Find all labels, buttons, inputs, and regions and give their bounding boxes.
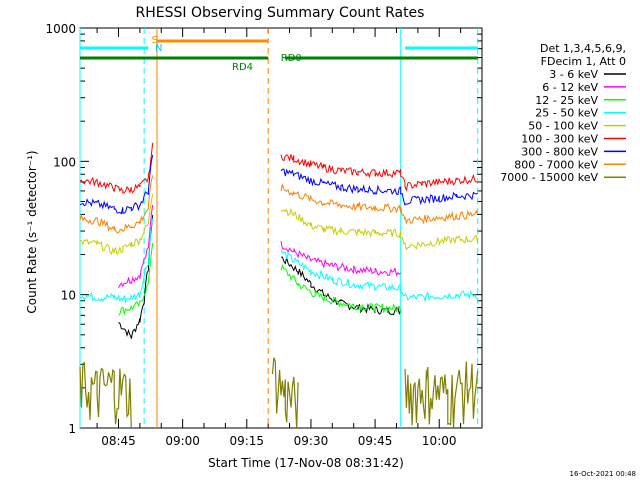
legend-label: 300 - 800 keV bbox=[521, 145, 598, 158]
x-axis-label: Start Time (17-Nov-08 08:31:42) bbox=[208, 456, 404, 470]
series-line-7 bbox=[79, 175, 479, 234]
x-tick-label: 09:45 bbox=[358, 434, 393, 448]
x-tick-label: 09:30 bbox=[294, 434, 329, 448]
x-tick-label: 10:00 bbox=[422, 434, 457, 448]
plot-frame bbox=[79, 27, 483, 429]
series-line-3 bbox=[79, 218, 478, 304]
y-tick-label: 1 bbox=[68, 422, 76, 436]
legend-label: 12 - 25 keV bbox=[535, 94, 598, 107]
series-line-8 bbox=[79, 357, 479, 429]
series-line-5 bbox=[79, 142, 478, 194]
legend-label: 3 - 6 keV bbox=[549, 68, 598, 81]
y-tick-label: 100 bbox=[53, 155, 76, 169]
legend-label: 7000 - 15000 keV bbox=[500, 171, 598, 184]
x-tick-label: 09:00 bbox=[165, 434, 200, 448]
flag-label-rd4: RD4 bbox=[232, 62, 253, 73]
x-tick-label: 08:45 bbox=[101, 434, 136, 448]
x-tick-label: 09:15 bbox=[229, 434, 264, 448]
flag-label-s: S bbox=[152, 35, 158, 46]
flag-label-rd0: RD0 bbox=[281, 53, 302, 64]
y-tick-label: 10 bbox=[61, 289, 76, 303]
legend-label: 6 - 12 keV bbox=[542, 81, 598, 94]
chart-title: RHESSI Observing Summary Count Rates bbox=[136, 5, 425, 21]
legend-header-line-1: Det 1,3,4,5,6,9, bbox=[540, 42, 626, 55]
legend-label: 50 - 100 keV bbox=[528, 120, 598, 133]
legend-header-line-2: FDecim 1, Att 0 bbox=[541, 55, 626, 68]
series-line-4 bbox=[79, 193, 479, 256]
flag-label-n: N bbox=[155, 43, 162, 54]
generation-timestamp: 16-Oct-2021 00:48 bbox=[570, 470, 636, 478]
legend-label: 25 - 50 keV bbox=[535, 107, 598, 120]
legend-label: 800 - 7000 keV bbox=[514, 158, 598, 171]
series-line-0 bbox=[118, 215, 402, 339]
y-axis-label: Count Rate (s⁻¹ detector⁻¹) bbox=[25, 150, 39, 313]
series-line-2 bbox=[118, 243, 402, 316]
legend-label: 100 - 300 keV bbox=[521, 133, 598, 146]
y-tick-label: 1000 bbox=[45, 22, 76, 36]
series-line-6 bbox=[79, 154, 478, 215]
series-line-1 bbox=[118, 204, 402, 289]
